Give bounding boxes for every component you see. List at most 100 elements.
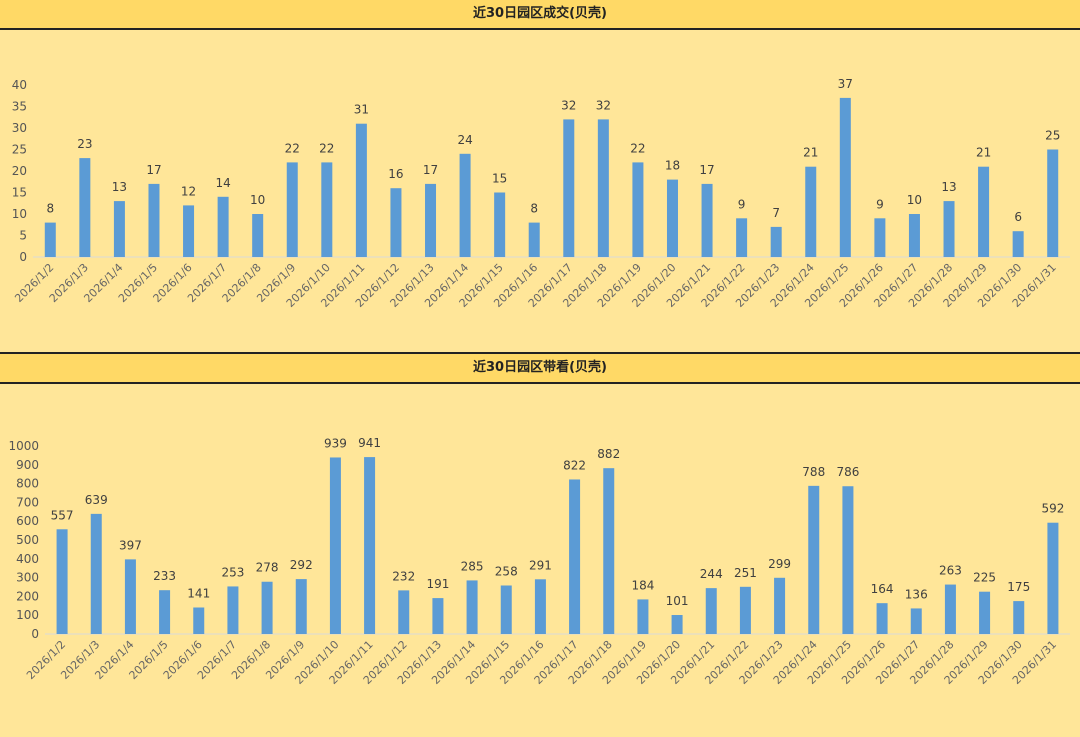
y-tick-label: 500 xyxy=(16,533,39,547)
data-label: 225 xyxy=(973,571,996,585)
bar xyxy=(500,585,512,634)
bar xyxy=(355,123,367,257)
bar xyxy=(528,222,540,257)
bar xyxy=(398,590,410,634)
y-tick-label: 800 xyxy=(16,477,39,491)
data-label: 17 xyxy=(146,163,161,177)
data-label: 941 xyxy=(358,436,381,450)
bar xyxy=(705,588,717,634)
data-label: 22 xyxy=(285,141,300,155)
data-label: 397 xyxy=(119,538,142,552)
bar xyxy=(56,529,68,634)
bar xyxy=(739,586,751,634)
data-label: 13 xyxy=(112,180,127,194)
data-label: 251 xyxy=(734,566,757,580)
data-label: 18 xyxy=(665,159,680,173)
data-label: 8 xyxy=(46,202,54,216)
data-label: 10 xyxy=(250,193,265,207)
bar xyxy=(808,485,820,634)
bar xyxy=(770,226,782,257)
bar xyxy=(1012,231,1024,257)
bar xyxy=(44,222,56,257)
data-label: 23 xyxy=(77,137,92,151)
data-label: 13 xyxy=(941,180,956,194)
bar xyxy=(839,97,851,258)
bar xyxy=(390,188,402,257)
data-label: 24 xyxy=(457,133,472,147)
data-label: 21 xyxy=(976,146,991,160)
bar xyxy=(193,607,205,634)
y-tick-label: 200 xyxy=(16,589,39,603)
bar xyxy=(459,153,471,257)
data-label: 14 xyxy=(215,176,230,190)
y-tick-label: 0 xyxy=(19,250,27,264)
data-label: 285 xyxy=(461,559,484,573)
y-tick-label: 600 xyxy=(16,514,39,528)
data-label: 31 xyxy=(354,103,369,117)
y-tick-label: 40 xyxy=(12,78,27,92)
data-label: 8 xyxy=(530,202,538,216)
data-label: 882 xyxy=(597,447,620,461)
y-tick-label: 15 xyxy=(12,186,27,200)
y-tick-label: 25 xyxy=(12,143,27,157)
data-label: 22 xyxy=(630,141,645,155)
data-label: 141 xyxy=(187,586,210,600)
data-label: 32 xyxy=(596,98,611,112)
bar xyxy=(90,513,102,634)
data-label: 16 xyxy=(388,167,403,181)
bar xyxy=(979,591,991,634)
bar xyxy=(1047,522,1059,634)
data-label: 244 xyxy=(700,567,723,581)
bar xyxy=(148,183,160,257)
bar xyxy=(632,162,644,257)
y-tick-label: 30 xyxy=(12,121,27,135)
y-tick-label: 20 xyxy=(12,164,27,178)
data-label: 786 xyxy=(836,465,859,479)
bar xyxy=(79,158,91,257)
y-tick-label: 700 xyxy=(16,495,39,509)
data-label: 299 xyxy=(768,557,791,571)
data-label: 17 xyxy=(699,163,714,177)
bar xyxy=(286,162,298,257)
bar xyxy=(124,559,136,634)
bar xyxy=(874,218,886,257)
viewings-bar-chart: 010020030040050060070080090010005572026/… xyxy=(8,436,1070,687)
data-label: 32 xyxy=(561,98,576,112)
data-label: 822 xyxy=(563,458,586,472)
bar xyxy=(876,603,888,634)
bar xyxy=(908,214,920,257)
bar xyxy=(217,196,229,257)
bar xyxy=(563,119,575,258)
data-label: 258 xyxy=(495,564,518,578)
data-label: 17 xyxy=(423,163,438,177)
bar xyxy=(943,201,955,257)
y-tick-label: 35 xyxy=(12,100,27,114)
data-label: 164 xyxy=(871,582,894,596)
data-label: 15 xyxy=(492,172,507,186)
data-label: 233 xyxy=(153,569,176,583)
data-label: 7 xyxy=(772,206,780,220)
bar xyxy=(637,599,649,634)
bar xyxy=(252,214,264,257)
bar xyxy=(329,457,341,634)
bar xyxy=(432,598,444,634)
data-label: 37 xyxy=(838,77,853,91)
bar xyxy=(364,457,376,634)
y-tick-label: 400 xyxy=(16,552,39,566)
bar xyxy=(494,192,506,257)
data-label: 22 xyxy=(319,141,334,155)
y-tick-label: 300 xyxy=(16,571,39,585)
data-label: 6 xyxy=(1014,210,1022,224)
data-label: 232 xyxy=(392,569,415,583)
bar xyxy=(1013,601,1025,634)
data-label: 21 xyxy=(803,146,818,160)
y-tick-label: 100 xyxy=(16,608,39,622)
bar xyxy=(159,590,171,634)
y-tick-label: 1000 xyxy=(8,439,39,453)
bar xyxy=(603,468,615,634)
bar xyxy=(978,166,990,257)
bar xyxy=(671,615,683,634)
data-label: 278 xyxy=(256,561,279,575)
bar xyxy=(774,577,786,634)
data-label: 184 xyxy=(631,578,654,592)
